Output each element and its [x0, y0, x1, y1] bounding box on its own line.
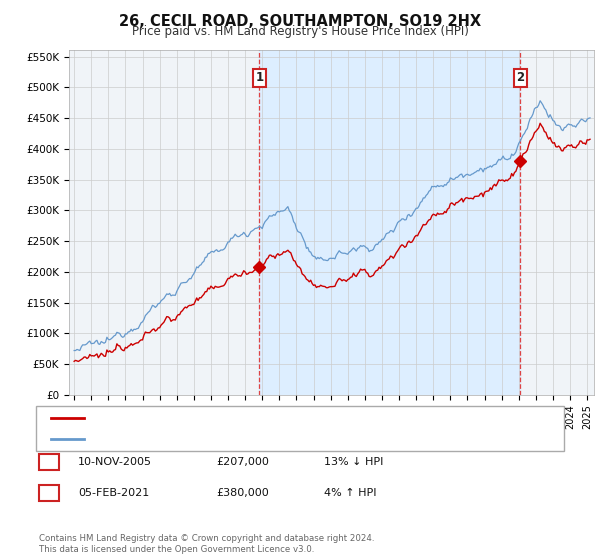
Text: 4% ↑ HPI: 4% ↑ HPI: [324, 488, 377, 498]
Text: £207,000: £207,000: [216, 457, 269, 467]
Text: Contains HM Land Registry data © Crown copyright and database right 2024.
This d: Contains HM Land Registry data © Crown c…: [39, 534, 374, 554]
Text: £380,000: £380,000: [216, 488, 269, 498]
Text: 1: 1: [45, 455, 53, 469]
Text: 26, CECIL ROAD, SOUTHAMPTON, SO19 2HX (detached house): 26, CECIL ROAD, SOUTHAMPTON, SO19 2HX (d…: [91, 413, 416, 423]
Bar: [259, 50, 520, 395]
Text: 05-FEB-2021: 05-FEB-2021: [78, 488, 149, 498]
Text: 13% ↓ HPI: 13% ↓ HPI: [324, 457, 383, 467]
Text: 10-NOV-2005: 10-NOV-2005: [78, 457, 152, 467]
Text: 2: 2: [45, 486, 53, 500]
Text: 2: 2: [516, 72, 524, 85]
Text: 26, CECIL ROAD, SOUTHAMPTON, SO19 2HX: 26, CECIL ROAD, SOUTHAMPTON, SO19 2HX: [119, 14, 481, 29]
Text: Price paid vs. HM Land Registry's House Price Index (HPI): Price paid vs. HM Land Registry's House …: [131, 25, 469, 38]
Text: HPI: Average price, detached house, Southampton: HPI: Average price, detached house, Sout…: [91, 433, 355, 444]
Text: 1: 1: [256, 72, 263, 85]
